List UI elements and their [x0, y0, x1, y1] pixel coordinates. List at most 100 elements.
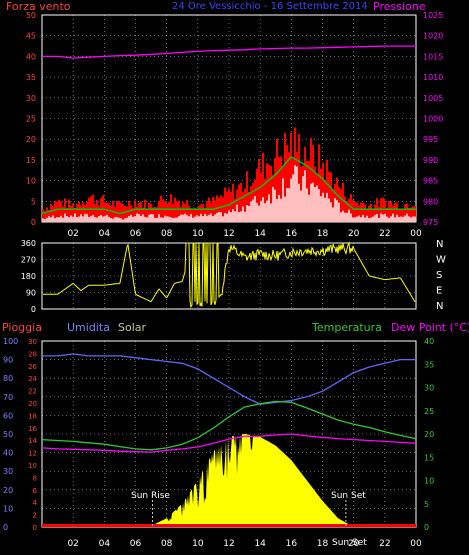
atmosphere-xtick-label: 08	[161, 539, 173, 549]
humidity-ytick-label: 10	[3, 504, 13, 513]
atmosphere-xtick-label: 12	[223, 539, 234, 549]
wind-ytick-label: 40	[26, 52, 36, 61]
rain-ytick-label: 16	[28, 425, 37, 433]
rain-ytick-label: 28	[28, 350, 37, 358]
solar-area	[42, 434, 416, 527]
rain-ytick-label: 14	[28, 437, 37, 445]
wind-xtick-label: 22	[379, 229, 390, 239]
wind-ytick-label: 50	[26, 11, 36, 20]
atmosphere-xtick-label: 16	[286, 539, 298, 549]
wind-ytick-label: 20	[26, 135, 36, 144]
pressure-title: Pressione	[373, 0, 426, 13]
wind-ytick-label: 30	[26, 94, 36, 103]
now-label: Sun Set	[332, 538, 367, 548]
pressure-ytick-label: 990	[423, 156, 438, 165]
sunset-label: Sun Set	[331, 491, 366, 501]
wind-ytick-label: 45	[26, 32, 36, 41]
humidity-title: Umidita	[67, 321, 110, 334]
atmosphere-xtick-label: 00	[410, 539, 422, 549]
rain-ytick-label: 10	[28, 462, 37, 470]
dewpoint-line	[41, 433, 417, 453]
rain-ytick-label: 24	[28, 375, 37, 383]
temperature-title: Temperatura	[311, 321, 382, 334]
humidity-ytick-label: 0	[3, 523, 8, 532]
wind-xtick-label: 02	[67, 229, 78, 239]
humidity-ytick-label: 70	[3, 393, 13, 402]
compass-letter: N	[436, 301, 443, 312]
atmosphere-xtick-label: 10	[192, 539, 204, 549]
temp-ytick-label: 20	[424, 430, 434, 439]
wind-average-line	[41, 156, 416, 215]
temp-ytick-label: 30	[424, 384, 434, 393]
pressure-ytick-label: 1000	[423, 115, 443, 124]
rain-ytick-label: 30	[28, 338, 37, 346]
humidity-ytick-label: 40	[3, 449, 13, 458]
temperature-line	[41, 400, 417, 451]
pressure-ytick-label: 995	[423, 135, 438, 144]
pressure-ytick-label: 985	[423, 177, 438, 186]
rain-ytick-label: 0	[33, 524, 37, 532]
rain-ytick-label: 12	[28, 450, 37, 458]
humidity-line	[42, 353, 416, 405]
temp-ytick-label: 0	[424, 523, 429, 532]
compass-letter: N	[436, 239, 443, 250]
humidity-ytick-label: 80	[3, 374, 13, 383]
date-title: 24 Ore Vessicchio - 16 Settembre 2014	[172, 1, 368, 12]
atmosphere-xtick-label: 14	[254, 539, 266, 549]
atmosphere-xtick-label: 18	[317, 539, 329, 549]
temp-ytick-label: 25	[424, 407, 434, 416]
humidity-ytick-label: 50	[3, 430, 13, 439]
temp-ytick-label: 35	[424, 360, 434, 369]
wind-ytick-label: 0	[31, 218, 36, 227]
wind-title: Forza vento	[6, 0, 71, 13]
rain-ytick-label: 18	[28, 412, 37, 420]
wind-ytick-label: 25	[26, 115, 36, 124]
atmosphere-xtick-label: 22	[379, 539, 390, 549]
wind-ytick-label: 35	[26, 73, 36, 82]
temp-ytick-label: 40	[424, 337, 434, 346]
wind-ytick-label: 5	[31, 197, 36, 206]
compass-letter: W	[436, 255, 446, 266]
wind-xtick-label: 08	[161, 229, 173, 239]
wind-xtick-label: 06	[130, 229, 142, 239]
rain-ytick-label: 22	[28, 388, 37, 396]
humidity-ytick-label: 100	[3, 337, 18, 346]
humidity-ytick-label: 90	[3, 356, 13, 365]
temp-ytick-label: 15	[424, 453, 434, 462]
direction-ytick-label: 90	[26, 289, 36, 298]
rain-baseline	[42, 524, 416, 527]
wind-xtick-label: 12	[223, 229, 234, 239]
atmosphere-xtick-label: 02	[67, 539, 78, 549]
pressure-ytick-label: 1025	[423, 11, 443, 20]
wind-xtick-label: 10	[192, 229, 204, 239]
pressure-line	[42, 45, 416, 59]
wind-xtick-label: 20	[348, 229, 360, 239]
rain-ytick-label: 4	[33, 499, 38, 507]
compass-letter: S	[436, 270, 442, 281]
wind-xtick-label: 16	[286, 229, 298, 239]
pressure-ytick-label: 1005	[423, 94, 443, 103]
wind-xtick-label: 04	[99, 229, 111, 239]
wind-ytick-label: 10	[26, 177, 36, 186]
pressure-ytick-label: 980	[423, 197, 438, 206]
rain-title: Pioggia	[2, 321, 42, 334]
atmosphere-xtick-label: 06	[130, 539, 142, 549]
wind-xtick-label: 00	[410, 229, 422, 239]
atmosphere-xtick-label: 04	[99, 539, 111, 549]
compass-letter: E	[436, 286, 442, 297]
pressure-ytick-label: 1020	[423, 32, 443, 41]
rain-ytick-label: 26	[28, 363, 37, 371]
temp-ytick-label: 5	[424, 500, 429, 509]
solar-title: Solar	[118, 321, 147, 334]
atmosphere-xtick-label: 20	[348, 539, 360, 549]
pressure-ytick-label: 1010	[423, 73, 443, 82]
direction-ytick-label: 360	[21, 239, 36, 248]
rain-ytick-label: 2	[33, 512, 37, 520]
wind-ytick-label: 15	[26, 156, 36, 165]
humidity-ytick-label: 30	[3, 467, 13, 476]
wind-xtick-label: 18	[317, 229, 329, 239]
direction-ytick-label: 270	[21, 256, 36, 265]
humidity-ytick-label: 20	[3, 486, 13, 495]
